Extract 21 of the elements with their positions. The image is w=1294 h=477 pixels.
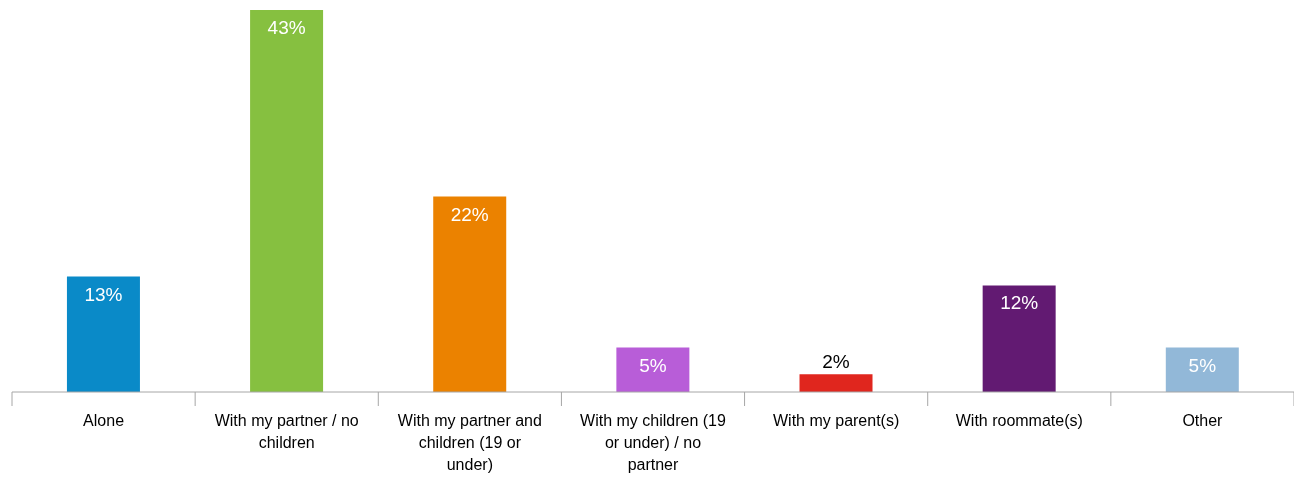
data-label: 22% (450, 203, 489, 225)
x-tick-label: Alone (83, 412, 125, 429)
data-label: 2% (822, 351, 850, 373)
x-tick-label: With my children (19 or under) / no partner (580, 412, 727, 473)
data-label: 5% (639, 354, 667, 376)
bar (616, 347, 690, 392)
bar (799, 374, 873, 392)
bar (250, 10, 324, 392)
bar (66, 276, 140, 392)
data-label: 5% (1188, 354, 1217, 376)
data-label: 12% (1000, 292, 1039, 314)
x-tick-label: Other (1182, 412, 1224, 429)
x-tick-label: With my partner and children (19 or under) (397, 412, 542, 473)
x-tick-label: With my partner / no children (214, 412, 359, 451)
bar (982, 285, 1056, 392)
data-label: 43% (267, 17, 306, 38)
x-tick-label: With roommate(s) (955, 412, 1083, 429)
bar (1165, 347, 1239, 392)
data-label: 13% (84, 283, 123, 305)
bar (433, 196, 507, 392)
x-tick-label: With my parent(s) (773, 412, 900, 429)
